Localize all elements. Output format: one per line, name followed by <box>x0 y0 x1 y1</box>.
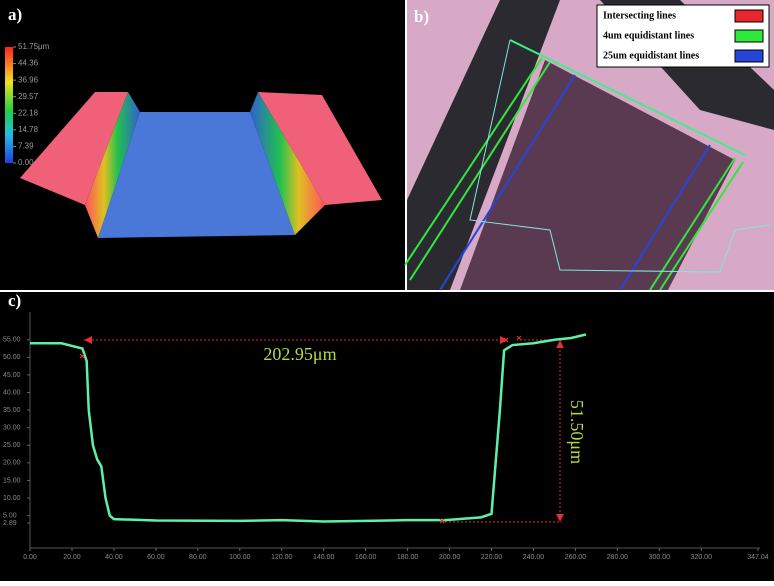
legend-label: 4um equidistant lines <box>603 30 694 41</box>
x-tick-label: 80.00 <box>189 554 207 561</box>
y-tick-label: 5.00 <box>3 512 17 519</box>
y-tick-label: 15.00 <box>3 477 21 484</box>
x-tick-label: 160.00 <box>355 554 377 561</box>
legend-swatch <box>734 29 764 43</box>
left-plateau <box>20 92 128 205</box>
x-tick-label: 20.00 <box>63 554 81 561</box>
x-tick-label: 140.00 <box>313 554 335 561</box>
colorbar-label: 44.36 <box>18 59 39 68</box>
y-tick-label: 55.00 <box>3 337 21 344</box>
green-line <box>409 61 551 281</box>
legend-swatch <box>734 9 764 23</box>
legend-swatch <box>734 49 764 63</box>
panel-label: b) <box>414 7 429 26</box>
floor <box>98 112 295 238</box>
x-tick-label: 260.00 <box>565 554 587 561</box>
width-annotation: 202.95μm <box>263 344 336 364</box>
profile-line <box>30 333 587 523</box>
right-plateau <box>258 92 382 205</box>
green-line <box>659 161 744 291</box>
marker <box>79 335 522 524</box>
right-slope <box>250 92 325 235</box>
x-tick-label: 60.00 <box>147 554 165 561</box>
blue-line <box>619 144 711 291</box>
depth-annotation: 51.50μm <box>567 400 587 464</box>
x-tick-label: 347.04 <box>747 554 769 561</box>
x-tick-label: 240.00 <box>523 554 545 561</box>
y-tick-label: 25.00 <box>3 442 21 449</box>
x-tick-label: 100.00 <box>229 554 251 561</box>
y-tick-label: 35.00 <box>3 407 21 414</box>
arrowhead <box>500 336 508 344</box>
panel-label: a) <box>8 5 22 24</box>
colorbar-label: 14.78 <box>18 125 39 134</box>
arrowhead <box>556 514 564 522</box>
y-tick-label: 20.00 <box>3 460 21 467</box>
x-tick-label: 300.00 <box>649 554 671 561</box>
x-tick-label: 0.00 <box>23 554 37 561</box>
green-line <box>404 57 543 266</box>
colorbar-label: 22.18 <box>18 108 39 117</box>
colorbar-label: 51.75μm <box>18 42 50 51</box>
y-tick-label: 40.00 <box>3 389 21 396</box>
green-line <box>649 157 736 291</box>
y-tick-label: 2.89 <box>3 520 17 527</box>
legend-label: Intersecting lines <box>603 10 676 21</box>
x-tick-label: 120.00 <box>271 554 293 561</box>
legend-label: 25um equidistant lines <box>603 50 699 61</box>
y-tick-label: 45.00 <box>3 372 21 379</box>
panel-c-bg <box>0 292 774 581</box>
arrowhead <box>556 340 564 348</box>
markers <box>79 335 522 524</box>
legend: Intersecting lines 4um equidistant lines 2… <box>603 9 764 63</box>
mesh-region <box>460 60 735 290</box>
left-slope <box>85 92 140 238</box>
colorbar-label: 29.57 <box>18 92 39 101</box>
colorbar-label: 0.00 <box>18 158 34 167</box>
x-tick-label: 40.00 <box>105 554 123 561</box>
x-tick-label: 280.00 <box>607 554 629 561</box>
y-tick-label: 50.00 <box>3 354 21 361</box>
plot: 55.00 50.00 45.00 40.00 35.00 30.00 25.00 20.00… <box>3 333 769 561</box>
colorbar-label: 7.39 <box>18 142 34 151</box>
x-tick-label: 220.00 <box>481 554 503 561</box>
y-tick-label: 30.00 <box>3 425 21 432</box>
blue-line <box>439 74 576 291</box>
arrowhead <box>84 336 92 344</box>
x-tick-label: 320.00 <box>691 554 713 561</box>
measure-line <box>509 39 746 156</box>
profile-trace <box>469 39 771 273</box>
colorbar <box>5 47 13 163</box>
x-tick-label: 180.00 <box>397 554 419 561</box>
x-tick-label: 200.00 <box>439 554 461 561</box>
panel-label: c) <box>8 291 21 310</box>
y-tick-label: 10.00 <box>3 495 21 502</box>
colorbar-label: 36.96 <box>18 75 39 84</box>
